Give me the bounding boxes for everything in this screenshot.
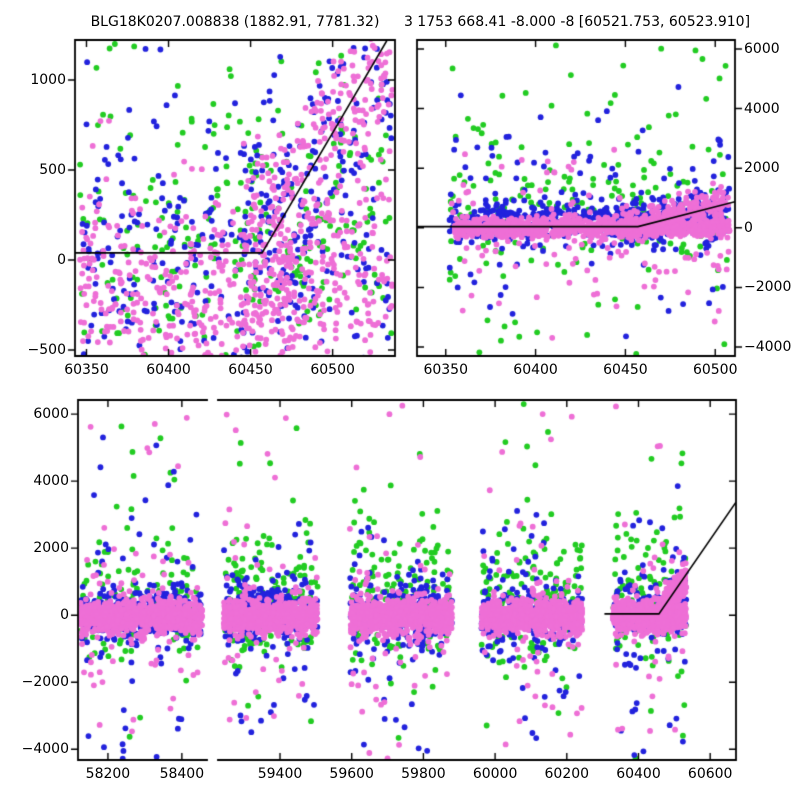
y-tick-label: 4000 bbox=[744, 100, 780, 117]
x-tick-label: 59600 bbox=[329, 766, 374, 782]
x-tick-label: 60400 bbox=[146, 362, 191, 378]
y-tick-label: 0 bbox=[57, 252, 66, 269]
x-tick-label: 60350 bbox=[64, 362, 109, 378]
x-tick-label: 59800 bbox=[401, 766, 446, 782]
y-tick-label: 500 bbox=[39, 162, 66, 178]
y-tick-label: −500 bbox=[27, 342, 66, 359]
x-tick-label: 60450 bbox=[603, 362, 648, 378]
x-tick-label: 60500 bbox=[310, 362, 355, 378]
y-tick-label: −2000 bbox=[21, 674, 69, 691]
x-tick-label: 59400 bbox=[257, 766, 303, 782]
x-tick-label: 60500 bbox=[692, 362, 738, 378]
y-tick-label: 6000 bbox=[33, 406, 69, 423]
x-tick-label: 60000 bbox=[472, 766, 518, 782]
x-tick-label: 60350 bbox=[423, 362, 469, 378]
y-tick-label: 0 bbox=[60, 607, 69, 624]
y-tick-label: 0 bbox=[744, 219, 753, 236]
x-tick-label: 60200 bbox=[544, 766, 590, 782]
x-tick-label: 60400 bbox=[616, 766, 661, 782]
x-tick-label: 60400 bbox=[513, 362, 558, 378]
y-tick-label: 2000 bbox=[33, 540, 69, 557]
x-tick-label: 60450 bbox=[228, 362, 273, 378]
y-tick-label: 4000 bbox=[33, 473, 69, 490]
plot-title-left: BLG18K0207.008838 (1882.91, 7781.32) bbox=[90, 14, 380, 30]
x-tick-label: 58200 bbox=[85, 766, 131, 782]
y-tick-label: 2000 bbox=[744, 160, 780, 177]
plot-title-right: 3 1753 668.41 -8.000 -8 [60521.753, 6052… bbox=[403, 14, 751, 30]
y-tick-label: 1000 bbox=[30, 71, 66, 88]
y-tick-label: −4000 bbox=[21, 741, 69, 758]
y-tick-label: −2000 bbox=[744, 279, 792, 296]
y-tick-label: −4000 bbox=[744, 339, 792, 356]
x-tick-label: 60600 bbox=[687, 766, 733, 782]
x-tick-label: 58400 bbox=[159, 766, 205, 782]
y-tick-label: 6000 bbox=[744, 40, 780, 57]
